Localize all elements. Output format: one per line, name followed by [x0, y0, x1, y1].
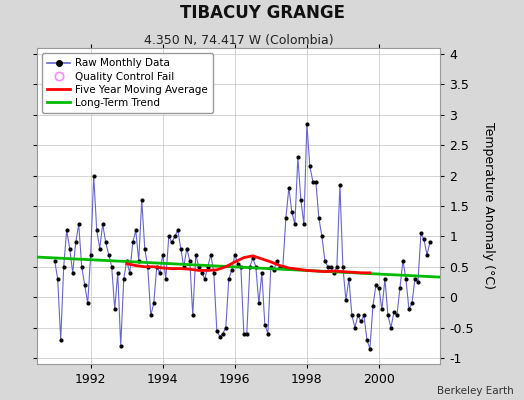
- Title: 4.350 N, 74.417 W (Colombia): 4.350 N, 74.417 W (Colombia): [144, 34, 333, 47]
- Legend: Raw Monthly Data, Quality Control Fail, Five Year Moving Average, Long-Term Tren: Raw Monthly Data, Quality Control Fail, …: [42, 53, 213, 113]
- Text: TIBACUY GRANGE: TIBACUY GRANGE: [180, 4, 344, 22]
- Text: Berkeley Earth: Berkeley Earth: [437, 386, 514, 396]
- Y-axis label: Temperature Anomaly (°C): Temperature Anomaly (°C): [482, 122, 495, 290]
